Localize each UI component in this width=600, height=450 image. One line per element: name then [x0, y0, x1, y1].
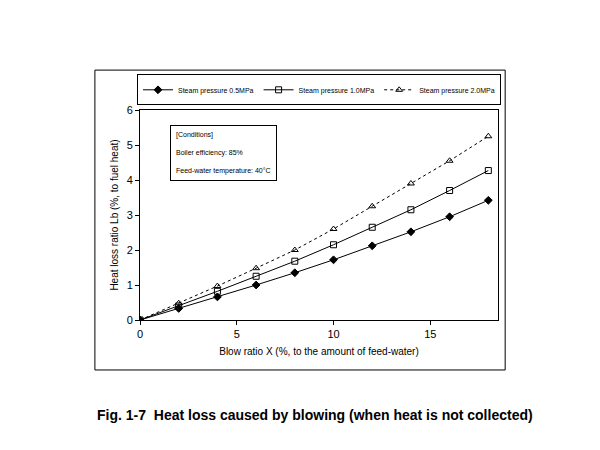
svg-text:15: 15: [424, 328, 436, 340]
svg-text:Blow ratio X (%, to the amount: Blow ratio X (%, to the amount of feed-w…: [219, 346, 419, 357]
svg-text:5: 5: [234, 328, 240, 340]
svg-text:1: 1: [127, 279, 133, 291]
svg-text:0: 0: [127, 314, 133, 326]
svg-text:10: 10: [327, 328, 339, 340]
svg-text:3: 3: [127, 209, 133, 221]
svg-text:5: 5: [127, 139, 133, 151]
svg-text:Fig. 1-7 Heat loss caused by: Fig. 1-7 Heat loss caused by blowing (wh…: [97, 407, 533, 423]
svg-text:Steam pressure 0.5MPa: Steam pressure 0.5MPa: [178, 87, 254, 95]
svg-text:Steam pressure 2.0MPa: Steam pressure 2.0MPa: [419, 87, 495, 95]
svg-text:0: 0: [137, 328, 143, 340]
svg-text:4: 4: [127, 174, 133, 186]
svg-text:Steam pressure 1.0MPa: Steam pressure 1.0MPa: [299, 87, 375, 95]
svg-text:6: 6: [127, 104, 133, 116]
svg-text:Heat loss ratio Lb (%, to fuel: Heat loss ratio Lb (%, to fuel heat): [109, 139, 120, 290]
svg-text:[Conditions]Boiler efficiency:: [Conditions]Boiler efficiency: 85%Feed-w…: [176, 131, 271, 175]
svg-text:2: 2: [127, 244, 133, 256]
